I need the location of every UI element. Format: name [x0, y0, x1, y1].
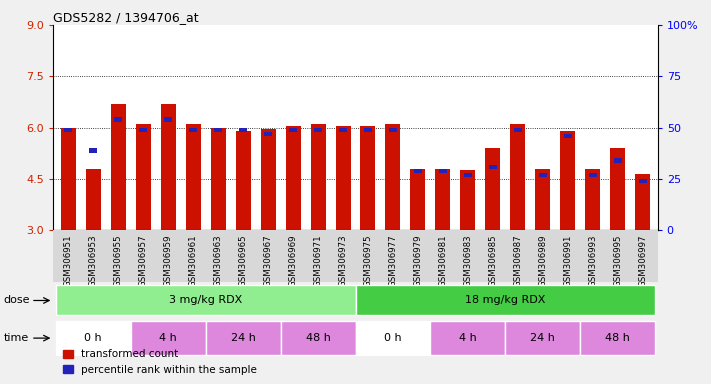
Bar: [389, 127, 397, 132]
Text: 48 h: 48 h: [306, 333, 331, 343]
Bar: [614, 159, 622, 163]
Bar: [610, 148, 625, 230]
Text: GSM306967: GSM306967: [264, 235, 272, 287]
Text: GSM306993: GSM306993: [588, 235, 597, 287]
FancyBboxPatch shape: [281, 321, 356, 355]
Bar: [261, 129, 276, 230]
Text: time: time: [4, 333, 29, 343]
Bar: [235, 131, 250, 230]
Bar: [136, 124, 151, 230]
FancyBboxPatch shape: [506, 321, 580, 355]
Text: 24 h: 24 h: [230, 333, 255, 343]
FancyBboxPatch shape: [205, 321, 281, 355]
Bar: [210, 127, 225, 230]
FancyBboxPatch shape: [580, 321, 655, 355]
Bar: [86, 169, 101, 230]
FancyBboxPatch shape: [430, 321, 506, 355]
Bar: [486, 148, 501, 230]
Bar: [239, 127, 247, 132]
Bar: [311, 124, 326, 230]
Text: GSM306995: GSM306995: [613, 235, 622, 287]
Bar: [564, 134, 572, 138]
Text: 4 h: 4 h: [159, 333, 177, 343]
Text: 48 h: 48 h: [605, 333, 630, 343]
Text: GSM306981: GSM306981: [439, 235, 447, 287]
Bar: [435, 169, 450, 230]
Text: GSM306957: GSM306957: [139, 235, 148, 287]
Text: 18 mg/kg RDX: 18 mg/kg RDX: [465, 295, 545, 306]
Bar: [560, 131, 575, 230]
Text: GSM306977: GSM306977: [388, 235, 397, 287]
Text: GDS5282 / 1394706_at: GDS5282 / 1394706_at: [53, 12, 199, 25]
Bar: [314, 127, 322, 132]
Bar: [286, 126, 301, 230]
Text: GSM306951: GSM306951: [64, 235, 73, 287]
Bar: [488, 165, 497, 169]
Text: GSM306973: GSM306973: [338, 235, 348, 287]
Bar: [539, 173, 547, 177]
Bar: [111, 104, 126, 230]
Text: GSM306989: GSM306989: [538, 235, 547, 287]
Text: 0 h: 0 h: [85, 333, 102, 343]
Bar: [461, 170, 476, 230]
Bar: [439, 169, 447, 173]
Text: dose: dose: [4, 295, 30, 306]
Bar: [89, 148, 97, 153]
Text: GSM306997: GSM306997: [638, 235, 647, 287]
Bar: [289, 127, 297, 132]
Bar: [535, 169, 550, 230]
Bar: [189, 127, 197, 132]
Text: 24 h: 24 h: [530, 333, 555, 343]
Legend: transformed count, percentile rank within the sample: transformed count, percentile rank withi…: [58, 345, 262, 379]
Text: GSM306979: GSM306979: [413, 235, 422, 287]
Bar: [64, 127, 73, 132]
FancyBboxPatch shape: [356, 321, 430, 355]
Bar: [161, 104, 176, 230]
Text: GSM306965: GSM306965: [239, 235, 247, 287]
Text: GSM306969: GSM306969: [289, 235, 298, 287]
Bar: [139, 127, 147, 132]
Bar: [589, 173, 597, 177]
Bar: [114, 118, 122, 122]
Text: GSM306975: GSM306975: [363, 235, 373, 287]
Bar: [61, 127, 76, 230]
Text: GSM306983: GSM306983: [464, 235, 472, 287]
FancyBboxPatch shape: [131, 321, 205, 355]
Bar: [635, 174, 650, 230]
Bar: [464, 173, 472, 177]
Bar: [339, 127, 347, 132]
Text: 0 h: 0 h: [384, 333, 402, 343]
Bar: [510, 124, 525, 230]
Text: GSM306987: GSM306987: [513, 235, 523, 287]
Bar: [164, 118, 172, 122]
Bar: [360, 126, 375, 230]
Bar: [336, 126, 351, 230]
Text: GSM306971: GSM306971: [314, 235, 323, 287]
Bar: [414, 169, 422, 173]
Text: GSM306961: GSM306961: [188, 235, 198, 287]
Bar: [585, 169, 600, 230]
FancyBboxPatch shape: [56, 321, 131, 355]
Text: GSM306963: GSM306963: [213, 235, 223, 287]
Bar: [214, 127, 223, 132]
Text: GSM306955: GSM306955: [114, 235, 123, 287]
Text: GSM306953: GSM306953: [89, 235, 98, 287]
Text: GSM306991: GSM306991: [563, 235, 572, 287]
Bar: [364, 127, 372, 132]
FancyBboxPatch shape: [56, 285, 356, 316]
Bar: [410, 169, 425, 230]
Text: 4 h: 4 h: [459, 333, 477, 343]
Text: GSM306959: GSM306959: [164, 235, 173, 287]
Bar: [385, 124, 400, 230]
Text: 3 mg/kg RDX: 3 mg/kg RDX: [169, 295, 242, 306]
Bar: [638, 179, 647, 184]
Bar: [514, 127, 522, 132]
FancyBboxPatch shape: [356, 285, 655, 316]
Text: GSM306985: GSM306985: [488, 235, 498, 287]
Bar: [186, 124, 201, 230]
Bar: [264, 132, 272, 136]
